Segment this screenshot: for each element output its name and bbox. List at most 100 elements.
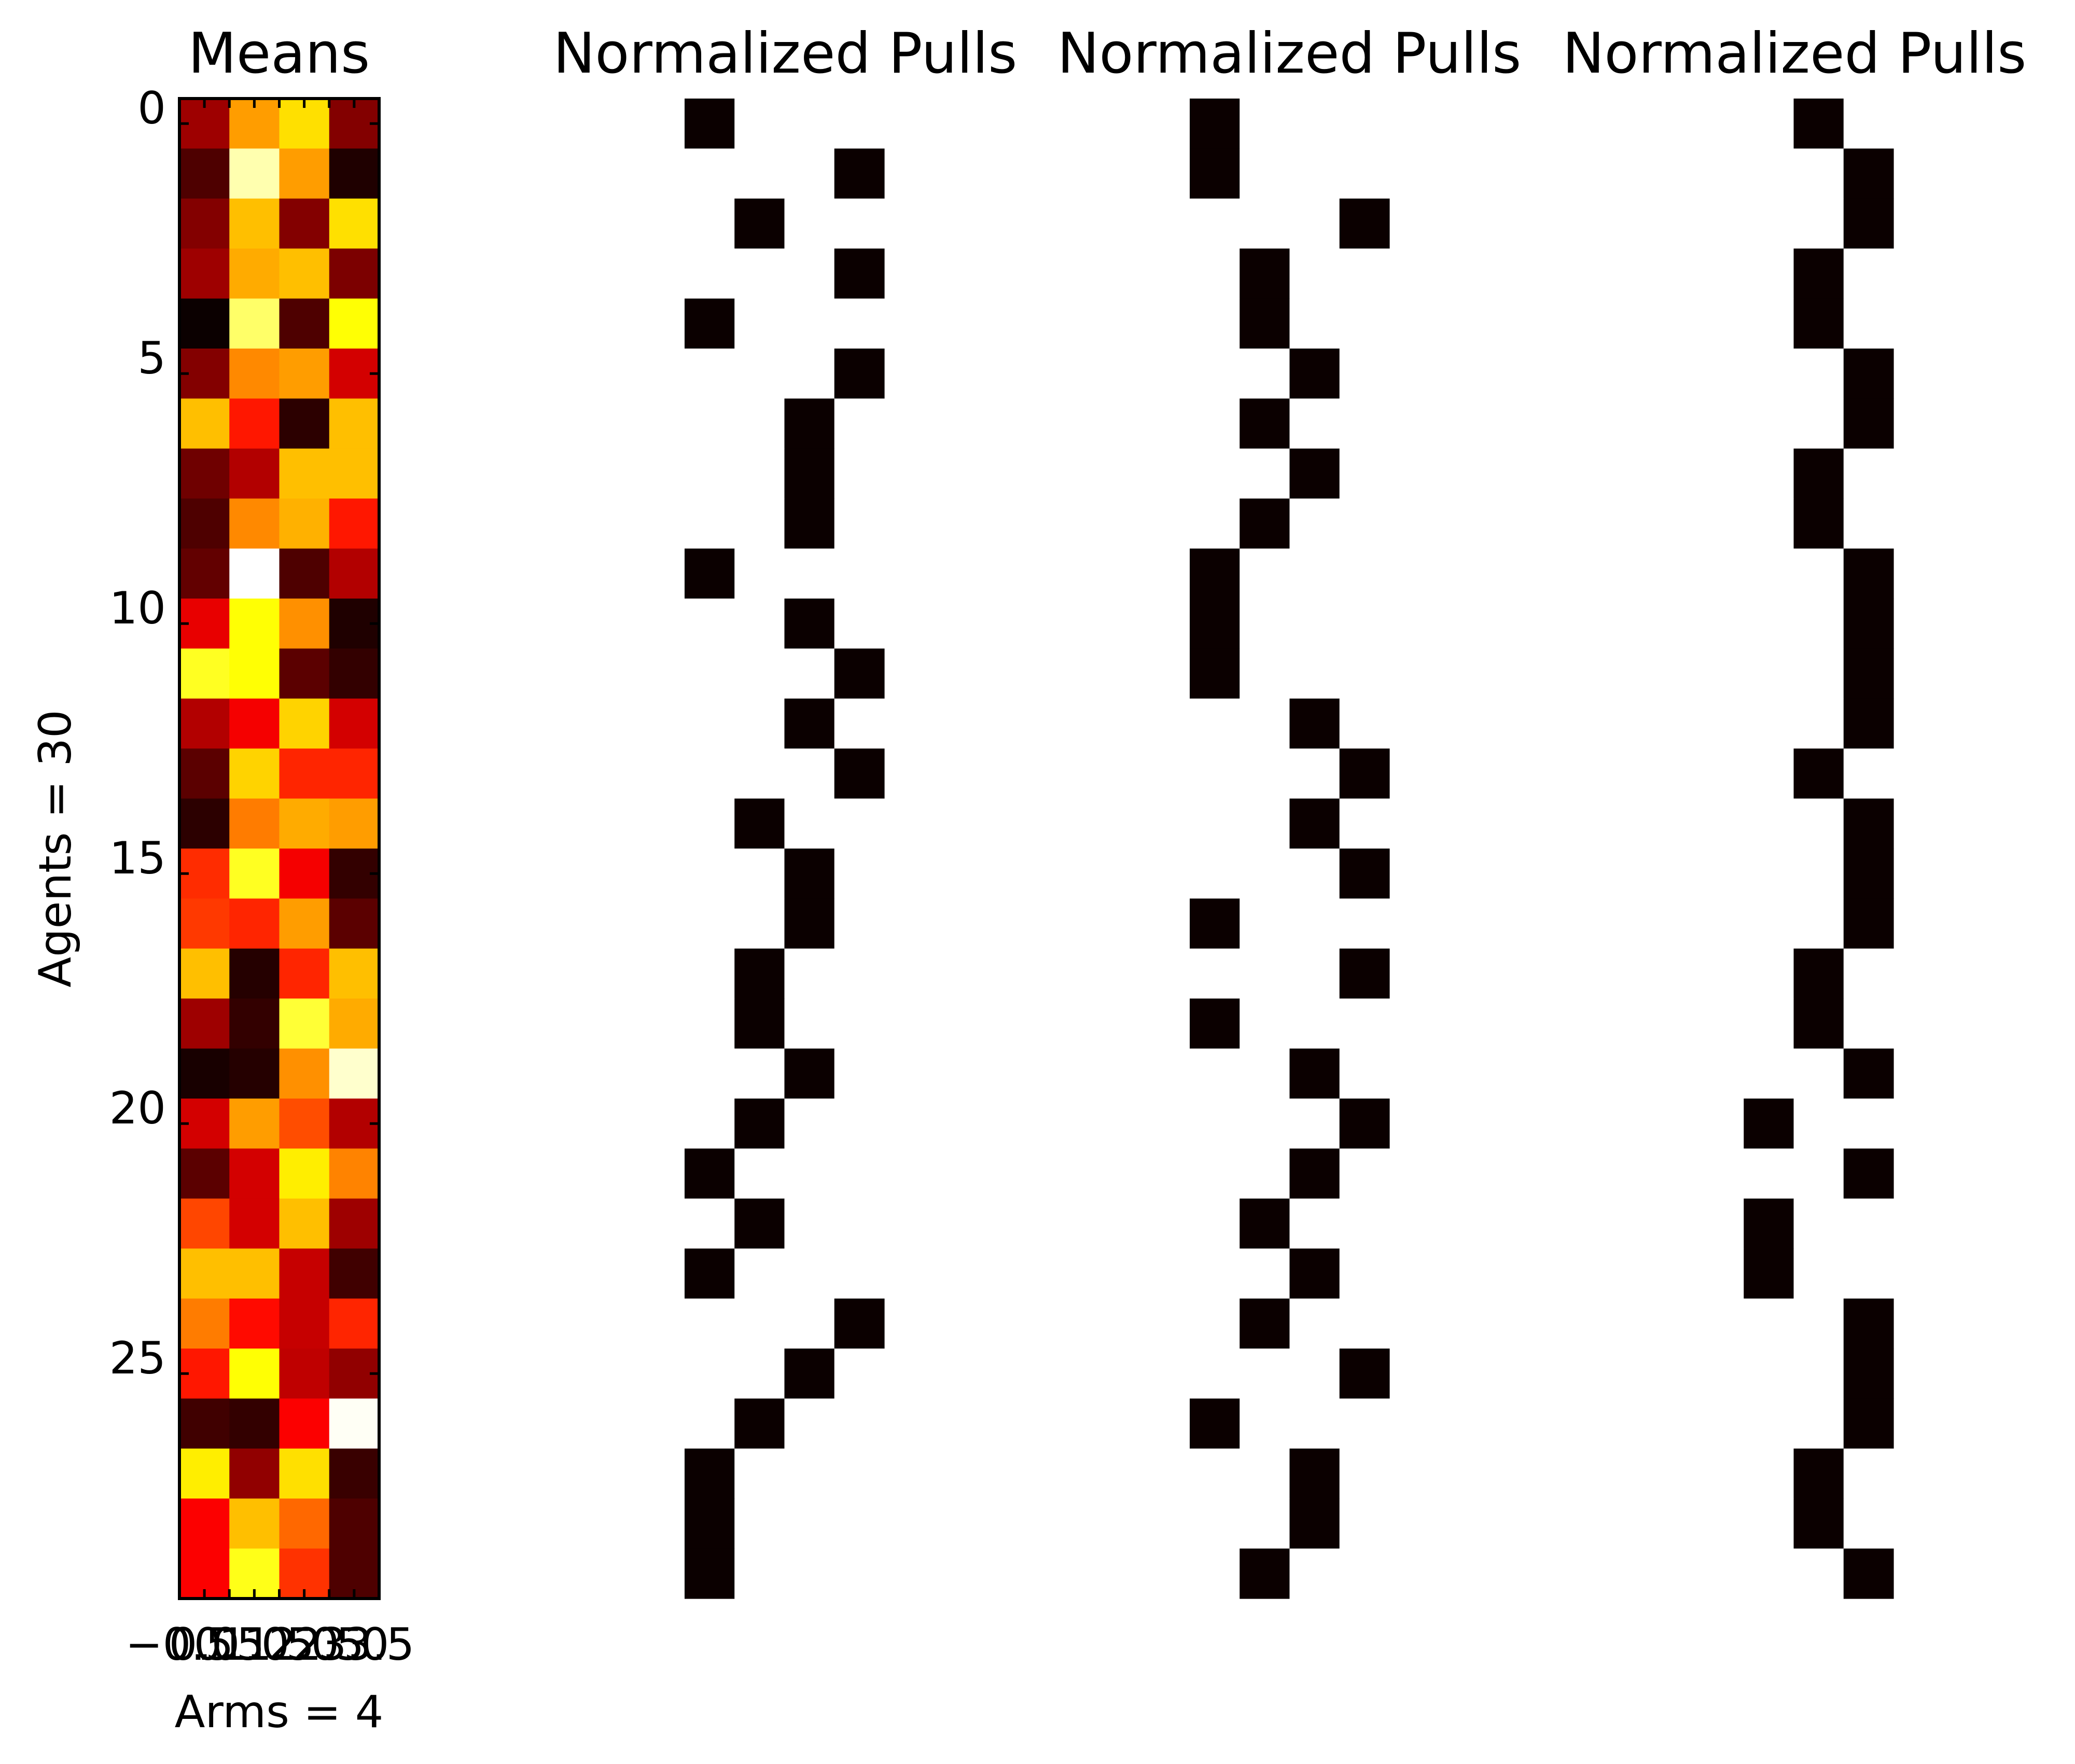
heatmap-cell [1190,1398,1240,1449]
heatmap-cell [1694,148,1744,199]
heatmap-cell [329,1498,380,1549]
heatmap-cell [279,398,330,449]
x-tick-label: 3.0 [318,1619,389,1671]
heatmap-cell [685,948,735,999]
heatmap-cell [1289,248,1340,299]
heatmap-cell [685,1198,735,1249]
heatmap-cell [834,998,885,1049]
heatmap-cell [1843,698,1894,749]
heatmap-cell [1339,698,1390,749]
heatmap-cell [1744,1498,1794,1549]
heatmap-cell [1289,1148,1340,1199]
heatmap-cell [279,898,330,949]
heatmap-cell [279,1349,330,1399]
heatmap-cell [229,998,280,1049]
heatmap-cell [329,448,380,499]
heatmap-cell [1339,398,1390,449]
heatmap-cell [834,349,885,399]
x-tick-label: 0.0 [169,1619,240,1671]
heatmap-cell [179,398,230,449]
heatmap-cell [1843,748,1894,799]
heatmap-cell [834,948,885,999]
heatmap-cell [1793,349,1844,399]
heatmap-cell [279,1198,330,1249]
heatmap-cell [685,1248,735,1299]
heatmap-cell [1190,1048,1240,1099]
heatmap-cell [229,1448,280,1499]
heatmap-cell [1843,99,1894,149]
heatmap-cell [734,298,785,349]
heatmap-cell [329,148,380,199]
heatmap-cell [1339,498,1390,549]
heatmap-cell [784,448,835,499]
heatmap-cell [1694,748,1744,799]
heatmap-cell [685,548,735,599]
heatmap-cell [834,898,885,949]
heatmap-cell [1240,1198,1290,1249]
heatmap-cell [1694,1099,1744,1149]
heatmap-cell [1289,748,1340,799]
heatmap-cell [1190,1099,1240,1149]
heatmap-cell [179,148,230,199]
heatmap-cell [1190,498,1240,549]
heatmap-cell [734,1099,785,1149]
heatmap-cell [279,1148,330,1199]
heatmap-cell [229,448,280,499]
normalized-pulls-1-cells [685,99,885,1599]
heatmap-cell [1694,298,1744,349]
normalized-pulls-2-title: Normalized Pulls [1057,21,1522,86]
heatmap-cell [1289,849,1340,899]
heatmap-cell [1843,198,1894,249]
heatmap-cell [1843,1298,1894,1349]
heatmap-cell [329,1198,380,1249]
heatmap-cell [734,798,785,849]
heatmap-cell [1793,1349,1844,1399]
heatmap-cell [1843,1398,1894,1449]
heatmap-cell [1240,548,1290,599]
heatmap-cell [229,1248,280,1299]
heatmap-cell [685,198,735,249]
heatmap-cell [685,1099,735,1149]
heatmap-cell [784,1099,835,1149]
heatmap-cell [784,498,835,549]
heatmap-cell [1843,998,1894,1049]
heatmap-cell [1240,349,1290,399]
heatmap-cell [279,1298,330,1349]
heatmap-cell [784,948,835,999]
heatmap-cell [329,1448,380,1499]
heatmap-cell [1289,1398,1340,1449]
heatmap-cell [784,648,835,699]
heatmap-cell [1744,698,1794,749]
heatmap-cell [229,1498,280,1549]
heatmap-cell [1240,599,1290,649]
heatmap-cell [685,448,735,499]
heatmap-cell [734,1548,785,1599]
heatmap-cell [1240,948,1290,999]
heatmap-cell [1843,1198,1894,1249]
heatmap-cell [1793,1448,1844,1499]
heatmap-cell [1190,1298,1240,1349]
heatmap-cell [1240,448,1290,499]
heatmap-cell [179,898,230,949]
heatmap-cell [734,448,785,499]
heatmap-cell [1240,1148,1290,1199]
heatmap-cell [229,349,280,399]
heatmap-cell [834,1248,885,1299]
heatmap-cell [1793,448,1844,499]
heatmap-cell [834,1448,885,1499]
heatmap-cell [784,1349,835,1399]
heatmap-cell [834,248,885,299]
heatmap-cell [329,548,380,599]
heatmap-cell [329,998,380,1049]
heatmap-cell [1339,948,1390,999]
heatmap-cell [329,1248,380,1299]
heatmap-cell [1289,1448,1340,1499]
heatmap-cell [734,998,785,1049]
heatmap-cell [1694,198,1744,249]
normalized-pulls-3-title: Normalized Pulls [1563,21,2027,86]
heatmap-cell [734,1498,785,1549]
heatmap-cell [279,448,330,499]
heatmap-cell [1744,898,1794,949]
heatmap-cell [1339,1349,1390,1399]
